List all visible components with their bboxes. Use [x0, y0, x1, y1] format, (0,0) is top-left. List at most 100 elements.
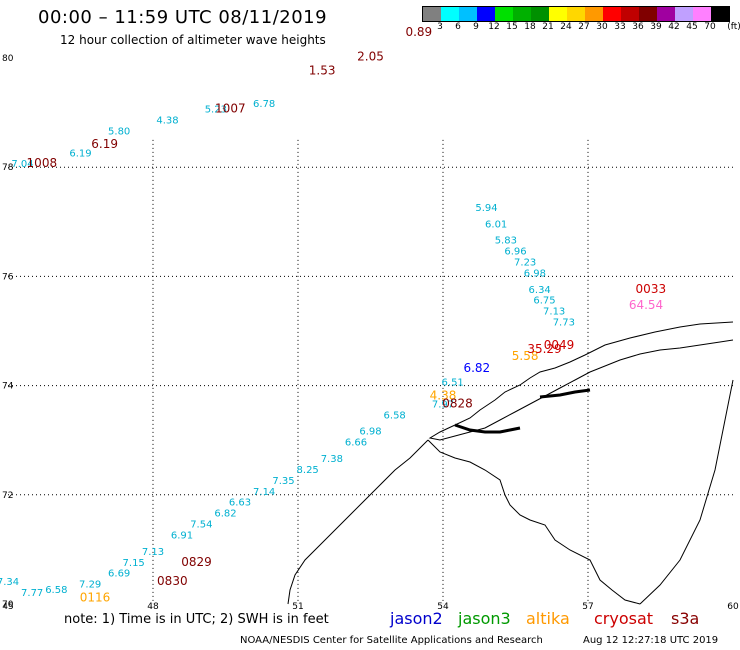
- satellite-legend-item: altika: [526, 609, 570, 628]
- satellite-point-label: 0830: [157, 574, 188, 588]
- wave-height-label: 6.58: [384, 410, 406, 421]
- satellite-legend-item: s3a: [671, 609, 700, 628]
- wave-height-label: 7.73: [553, 318, 575, 329]
- satellite-point-label: 1007: [215, 102, 246, 116]
- satellite-legend-item: jason2: [390, 609, 443, 628]
- legend-tick-label: 6: [455, 22, 461, 32]
- satellite-point-label: 0033: [636, 282, 667, 296]
- chart-title: 00:00 – 11:59 UTC 08/11/2019: [38, 7, 328, 28]
- satellite-point-label: 0049: [544, 338, 575, 352]
- wave-height-label: 6.82: [214, 509, 236, 520]
- legend-swatch: [423, 7, 441, 21]
- y-tick-label: 78: [2, 163, 14, 173]
- legend-swatch: [711, 7, 729, 21]
- wave-height-label: 7.04: [11, 159, 33, 170]
- legend-tick-label: 21: [542, 22, 554, 32]
- wave-height-label: 5.94: [475, 203, 497, 214]
- legend-swatch: [567, 7, 585, 21]
- y-tick-label: 76: [2, 272, 14, 282]
- legend-swatch: [459, 7, 477, 21]
- satellite-point-label: 2.05: [357, 50, 384, 64]
- legend-tick-label: 39: [650, 22, 662, 32]
- legend-swatch: [441, 7, 459, 21]
- coastline-north: [428, 321, 734, 441]
- wave-height-label: 6.66: [345, 438, 367, 449]
- legend-unit: (ft): [727, 22, 740, 32]
- legend-swatch: [603, 7, 621, 21]
- legend-swatch: [621, 7, 639, 21]
- x-tick-label: 48: [147, 602, 159, 612]
- wave-height-label: 6.96: [504, 247, 526, 258]
- x-tick-label: 45: [2, 602, 13, 612]
- legend-swatch: [549, 7, 567, 21]
- satellite-point-label: 1008: [27, 156, 58, 170]
- legend-swatch: [675, 7, 693, 21]
- wave-height-label: 5.80: [108, 126, 130, 137]
- legend-tick-label: 33: [614, 22, 626, 32]
- legend-swatch: [495, 7, 513, 21]
- y-tick-label: 74: [2, 382, 14, 392]
- wave-height-label: 6.78: [253, 99, 275, 110]
- legend-swatch: [531, 7, 549, 21]
- legend-swatch: [585, 7, 603, 21]
- satellite-point-label: 0828: [442, 396, 473, 410]
- satellite-point-label: 4.38: [430, 388, 457, 402]
- credit-text: NOAA/NESDIS Center for Satellite Applica…: [240, 635, 543, 646]
- wave-height-label: 6.69: [108, 569, 130, 580]
- x-tick-label: 54: [437, 602, 449, 612]
- legend-tick-label: 45: [686, 22, 698, 32]
- wave-height-label: 7.97: [432, 399, 454, 410]
- wave-height-label: 7.34: [0, 577, 19, 588]
- wave-height-label: 6.91: [171, 530, 193, 541]
- legend-swatch: [657, 7, 675, 21]
- wave-height-label: 4.38: [156, 116, 178, 127]
- wave-height-label: 6.63: [229, 498, 251, 509]
- wave-height-label: 5.23: [205, 105, 227, 116]
- legend-tick-label: 70: [704, 22, 716, 32]
- wave-height-label: 6.34: [529, 285, 551, 296]
- wave-height-label: 7.77: [21, 588, 43, 599]
- wave-height-label: 6.98: [359, 427, 381, 438]
- island-outline: [539, 388, 591, 399]
- satellite-point-label: 0.89: [405, 25, 432, 39]
- y-tick-label: 70: [2, 600, 14, 610]
- satellite-point-label: 6.82: [463, 361, 490, 375]
- satellite-point-label: 1.53: [309, 63, 336, 77]
- y-tick-label: 80: [2, 54, 14, 64]
- color-legend-bar: [422, 6, 730, 22]
- legend-swatch: [477, 7, 495, 21]
- wave-height-label: 8.25: [297, 465, 319, 476]
- unit-note: note: 1) Time is in UTC; 2) SWH is in fe…: [64, 612, 329, 627]
- legend-tick-label: 36: [632, 22, 644, 32]
- legend-tick-label: 24: [560, 22, 572, 32]
- coastline-south: [287, 379, 734, 605]
- wave-height-label: 6.01: [485, 219, 507, 230]
- legend-tick-label: 42: [668, 22, 680, 32]
- wave-height-label: 5.83: [495, 236, 517, 247]
- wave-height-label: 7.14: [253, 487, 275, 498]
- satellite-legend-item: jason3: [458, 609, 511, 628]
- wave-height-label: 6.98: [524, 268, 546, 279]
- y-tick-label: 72: [2, 491, 13, 501]
- wave-height-label: 7.35: [272, 476, 294, 487]
- wave-height-label: 7.23: [514, 257, 536, 268]
- legend-tick-label: 15: [506, 22, 518, 32]
- wave-height-label: 7.15: [123, 558, 145, 569]
- legend-tick-label: 27: [578, 22, 590, 32]
- chart-subtitle: 12 hour collection of altimeter wave hei…: [60, 33, 326, 47]
- legend-swatch: [639, 7, 657, 21]
- x-tick-label: 60: [727, 602, 739, 612]
- legend-swatch: [513, 7, 531, 21]
- wave-height-label: 6.75: [533, 296, 555, 307]
- wave-height-label: 6.19: [69, 148, 91, 159]
- legend-tick-label: 9: [473, 22, 479, 32]
- satellite-point-label: 6.19: [91, 137, 118, 151]
- satellite-point-label: 5.58: [512, 349, 539, 363]
- wave-height-label: 6.51: [442, 378, 464, 389]
- satellite-point-label: 64.54: [629, 298, 663, 312]
- x-tick-label: 57: [582, 602, 593, 612]
- wave-height-label: 7.54: [190, 520, 212, 531]
- wave-height-label: 7.29: [79, 580, 101, 591]
